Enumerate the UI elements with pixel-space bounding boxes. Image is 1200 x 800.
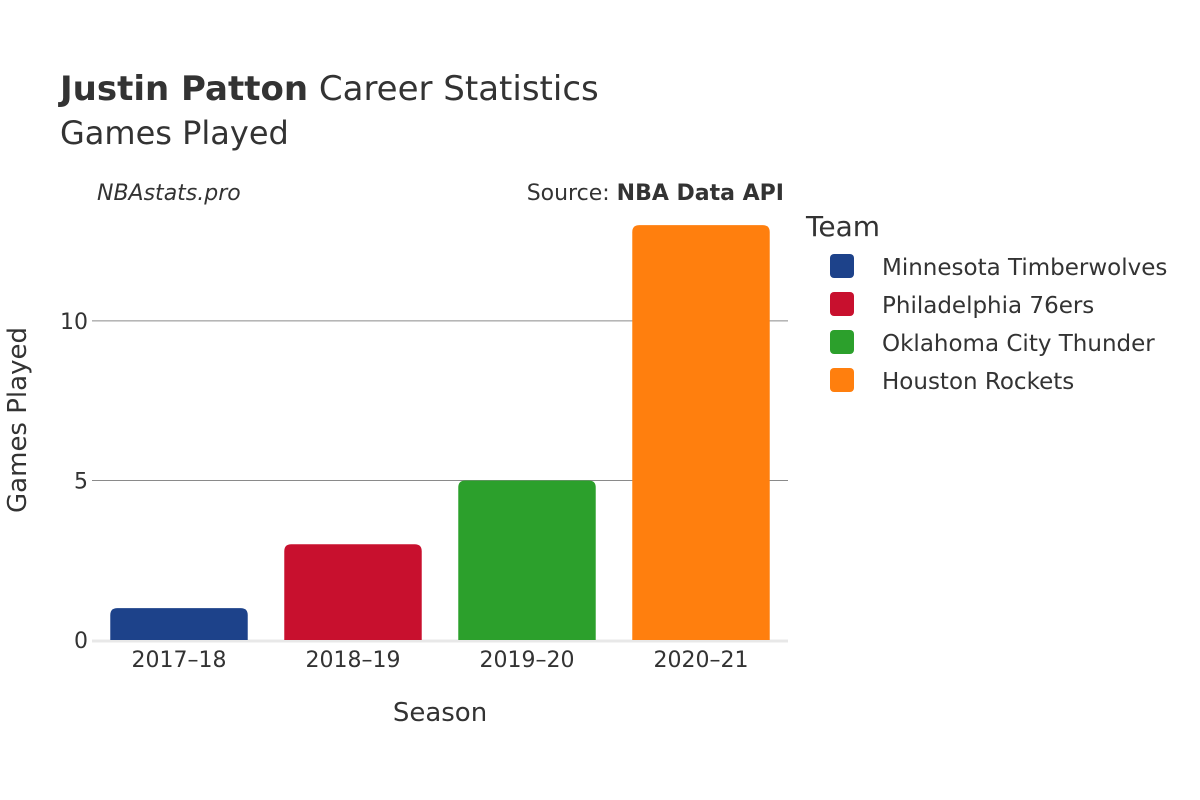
legend-label: Philadelphia 76ers (882, 293, 1094, 319)
bar-2018–19 (284, 544, 422, 640)
legend-swatch (830, 254, 854, 278)
y-axis-title: Games Played (3, 327, 33, 513)
legend-swatch (830, 368, 854, 392)
legend-title: Team (805, 210, 880, 243)
x-tick-label: 2017–18 (132, 648, 227, 673)
legend: Minnesota Timberwolves Philadelphia 76ers… (830, 254, 1167, 395)
legend-swatch (830, 292, 854, 316)
x-tick-label: 2018–19 (306, 648, 401, 673)
legend-label: Houston Rockets (882, 369, 1074, 395)
watermark: NBAstats.pro (97, 181, 241, 206)
chart-title: Justin Patton Career Statistics (58, 69, 599, 109)
chart-title-rest: Career Statistics (308, 69, 599, 109)
legend-label: Minnesota Timberwolves (882, 255, 1167, 281)
legend-label: Oklahoma City Thunder (882, 331, 1155, 357)
y-tick-labels: 0 5 10 (60, 310, 88, 654)
bar-2019–20 (458, 480, 596, 640)
y-tick-label: 5 (74, 469, 88, 494)
bars (110, 225, 770, 640)
x-tick-labels: 2017–18 2018–19 2019–20 2020–21 (132, 648, 749, 673)
source-name: NBA Data API (617, 181, 784, 206)
source-prefix: Source: (527, 181, 617, 206)
chart-title-bold: Justin Patton (58, 69, 308, 109)
y-tick-label: 0 (74, 629, 88, 654)
x-tick-label: 2019–20 (480, 648, 575, 673)
bar-2020–21 (632, 225, 770, 640)
bar-2017–18 (110, 608, 248, 640)
chart-subtitle: Games Played (60, 114, 289, 152)
x-axis-title: Season (393, 698, 487, 728)
source-note: Source: NBA Data API (527, 181, 784, 206)
x-tick-label: 2020–21 (654, 648, 749, 673)
legend-swatch (830, 330, 854, 354)
y-tick-label: 10 (60, 310, 88, 335)
